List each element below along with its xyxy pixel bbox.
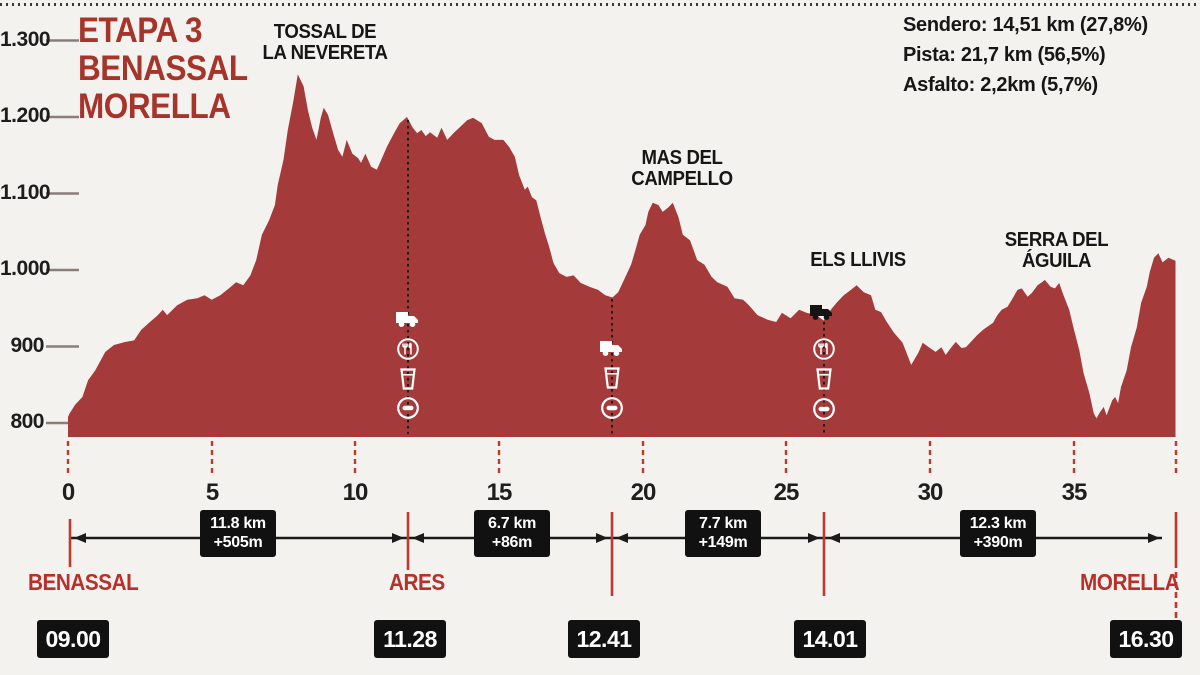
- peak-label-tossal: TOSSAL DE LA NEVERETA: [262, 21, 388, 64]
- stage-title-line: BENASSAL: [78, 49, 248, 88]
- x-axis-label: 35: [1061, 479, 1088, 506]
- y-axis-label: 800: [10, 410, 44, 433]
- y-axis-label: 900: [10, 334, 44, 357]
- y-axis-label: 1.200: [0, 104, 51, 127]
- place-ares: ARES: [389, 569, 445, 595]
- timeline-waypoint-ticks: [68, 512, 1178, 624]
- y-axis-label: 1.300: [0, 28, 51, 51]
- segment-box: 11.8 km +505m: [200, 510, 276, 557]
- segment-gain: +86m: [491, 534, 533, 551]
- stage-title: ETAPA 3 BENASSAL MORELLA: [78, 12, 248, 126]
- segment-distance: 11.8 km: [210, 515, 266, 532]
- y-axis-ticks: [46, 39, 79, 425]
- stage-title-line: MORELLA: [78, 87, 231, 126]
- surface-stat-pista: Pista: 21,7 km (56,5%): [903, 44, 1106, 66]
- segment-box: 6.7 km +86m: [474, 510, 550, 557]
- segment-gain: +390m: [973, 534, 1023, 551]
- segment-distance: 12.3 km: [969, 515, 1027, 532]
- x-axis-label: 30: [917, 479, 944, 506]
- place-benassal: BENASSAL: [28, 569, 139, 595]
- segment-distance: 6.7 km: [487, 515, 536, 532]
- surface-stat-sendero: Sendero: 14,51 km (27,8%): [903, 14, 1148, 36]
- time-box-benassal: 09.00: [37, 620, 109, 658]
- x-axis-label: 20: [630, 479, 657, 506]
- timeline-arrowheads: [74, 533, 1160, 543]
- segment-gain: +149m: [698, 534, 748, 551]
- surface-stat-asfalto: Asfalto: 2,2km (5,7%): [903, 74, 1098, 96]
- peak-label-els-llivis: ELS LLIVIS: [810, 249, 906, 271]
- y-axis-label: 1.100: [0, 181, 51, 204]
- elevation-area: [68, 74, 1176, 437]
- y-axis-label: 1.000: [0, 257, 51, 280]
- time-box-cp2: 12.41: [568, 620, 640, 658]
- time-box-cp3: 14.01: [794, 620, 866, 658]
- peak-label-campello: MAS DEL CAMPELLO: [631, 147, 733, 190]
- x-axis-label: 5: [205, 479, 219, 506]
- peak-label-serra-aguila: SERRA DEL ÁGUILA: [1004, 229, 1109, 272]
- x-axis-label: 15: [486, 479, 513, 506]
- segment-box: 7.7 km +149m: [685, 510, 761, 557]
- stage-title-line: ETAPA 3: [78, 11, 203, 50]
- van-icon: [810, 305, 832, 320]
- segment-distance: 7.7 km: [698, 515, 747, 532]
- segment-gain: +505m: [213, 534, 263, 551]
- time-box-ares: 11.28: [374, 620, 446, 658]
- x-axis-label: 10: [342, 479, 369, 506]
- x-axis-label: 0: [61, 479, 75, 506]
- x-axis-label: 25: [773, 479, 800, 506]
- x-axis-km-ticks: [66, 441, 1178, 476]
- time-box-morella: 16.30: [1110, 620, 1182, 658]
- checkpoint-lines: [407, 120, 825, 434]
- surface-stats: Sendero: 14,51 km (27,8%) Pista: 21,7 km…: [903, 10, 1148, 100]
- place-morella: MORELLA: [1080, 569, 1180, 595]
- segment-box: 12.3 km +390m: [960, 510, 1036, 557]
